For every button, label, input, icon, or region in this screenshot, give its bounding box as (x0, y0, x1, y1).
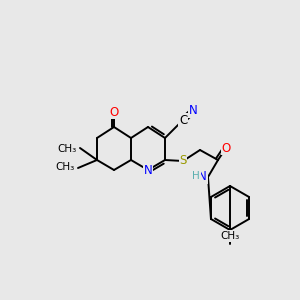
Text: O: O (221, 142, 231, 154)
Text: O: O (110, 106, 118, 118)
Text: N: N (144, 164, 152, 176)
Text: CH₃: CH₃ (220, 231, 240, 241)
Text: C: C (179, 113, 187, 127)
Text: N: N (189, 104, 197, 118)
Text: S: S (179, 154, 187, 167)
Text: N: N (198, 170, 207, 184)
Text: CH₃: CH₃ (56, 162, 75, 172)
Text: H: H (192, 171, 200, 181)
Text: CH₃: CH₃ (58, 144, 77, 154)
